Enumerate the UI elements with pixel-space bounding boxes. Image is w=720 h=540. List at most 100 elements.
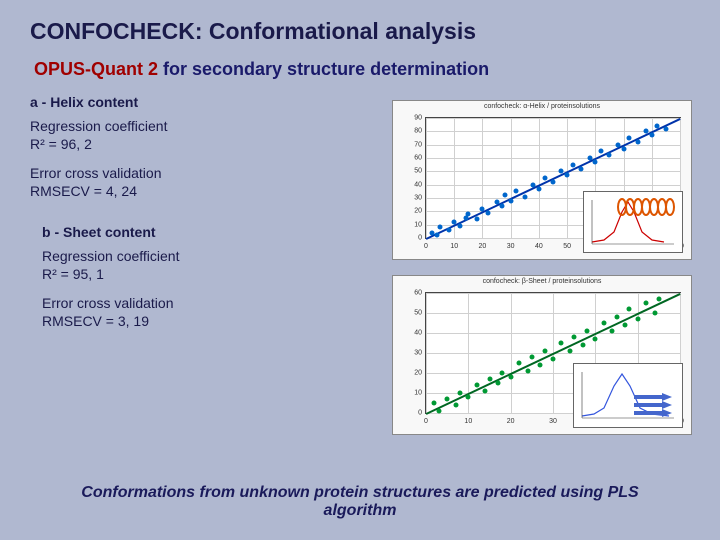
data-point [580, 343, 585, 348]
subtitle: OPUS-Quant 2 for secondary structure det… [34, 59, 690, 80]
xtick: 20 [507, 418, 515, 425]
sheet-regression: Regression coefficient R² = 95, 1 [42, 248, 340, 283]
left-column: a - Helix content Regression coefficient… [30, 94, 340, 330]
data-point [487, 377, 492, 382]
data-point [584, 329, 589, 334]
xtick: 0 [424, 243, 428, 250]
data-point [570, 162, 575, 167]
data-point [644, 129, 649, 134]
ytick: 40 [402, 181, 422, 188]
ytick: 20 [402, 208, 422, 215]
ytick: 10 [402, 221, 422, 228]
ytick: 20 [402, 370, 422, 377]
footer-text: Conformations from unknown protein struc… [0, 484, 720, 520]
data-point [551, 357, 556, 362]
data-point [565, 173, 570, 178]
subtitle-red: OPUS-Quant 2 [34, 59, 158, 79]
data-point [517, 361, 522, 366]
data-point [438, 225, 443, 230]
data-point [446, 228, 451, 233]
data-point [593, 160, 598, 165]
xtick: 30 [507, 243, 515, 250]
ytick: 10 [402, 390, 422, 397]
helix-regression: Regression coefficient R² = 96, 2 [30, 118, 340, 153]
helix-err-line2: RMSECV = 4, 24 [30, 183, 137, 199]
xtick: 0 [424, 418, 428, 425]
ytick: 60 [402, 155, 422, 162]
data-point [483, 389, 488, 394]
data-point [593, 337, 598, 342]
xtick: 30 [549, 418, 557, 425]
data-point [529, 355, 534, 360]
ytick: 30 [402, 195, 422, 202]
data-point [542, 176, 547, 181]
helix-inset [583, 191, 683, 253]
data-point [536, 186, 541, 191]
data-point [610, 329, 615, 334]
sheet-label: b - Sheet content [42, 224, 340, 240]
xtick: 10 [464, 418, 472, 425]
data-point [614, 315, 619, 320]
data-point [503, 193, 508, 198]
data-point [466, 212, 471, 217]
data-point [644, 301, 649, 306]
data-point [538, 363, 543, 368]
sheet-reg-line1: Regression coefficient [42, 248, 179, 264]
data-point [522, 194, 527, 199]
sheet-error: Error cross validation RMSECV = 3, 19 [42, 295, 340, 330]
data-point [531, 182, 536, 187]
data-point [627, 136, 632, 141]
slide: CONFOCHECK: Conformational analysis OPUS… [0, 0, 720, 540]
helix-label: a - Helix content [30, 94, 340, 110]
xtick: 10 [450, 243, 458, 250]
ytick: 50 [402, 168, 422, 175]
data-point [457, 224, 462, 229]
data-point [572, 335, 577, 340]
xtick: 20 [479, 243, 487, 250]
ytick: 0 [402, 235, 422, 242]
helix-reg-line1: Regression coefficient [30, 118, 167, 134]
data-point [579, 166, 584, 171]
data-point [663, 126, 668, 131]
data-point [466, 395, 471, 400]
helix-err-line1: Error cross validation [30, 165, 162, 181]
data-point [445, 397, 450, 402]
data-point [621, 146, 626, 151]
data-point [508, 198, 513, 203]
data-point [601, 321, 606, 326]
data-point [457, 391, 462, 396]
data-point [474, 383, 479, 388]
data-point [655, 124, 660, 129]
data-point [635, 140, 640, 145]
data-point [559, 169, 564, 174]
data-point [500, 371, 505, 376]
data-point [627, 307, 632, 312]
data-point [452, 220, 457, 225]
ytick: 30 [402, 350, 422, 357]
data-point [551, 180, 556, 185]
ytick: 80 [402, 128, 422, 135]
data-point [500, 204, 505, 209]
data-point [598, 149, 603, 154]
data-point [652, 311, 657, 316]
data-point [525, 369, 530, 374]
helix-icon [616, 196, 676, 218]
page-title: CONFOCHECK: Conformational analysis [30, 18, 690, 45]
data-point [559, 341, 564, 346]
data-point [635, 317, 640, 322]
helix-reg-line2: R² = 96, 2 [30, 136, 92, 152]
data-point [649, 133, 654, 138]
data-point [542, 349, 547, 354]
data-point [495, 381, 500, 386]
data-point [429, 230, 434, 235]
ytick: 90 [402, 115, 422, 122]
data-point [432, 401, 437, 406]
data-point [480, 206, 485, 211]
subtitle-rest: for secondary structure determination [158, 59, 489, 79]
data-point [494, 200, 499, 205]
ytick: 40 [402, 330, 422, 337]
data-point [486, 210, 491, 215]
sheet-icon [632, 391, 676, 419]
sheet-err-line1: Error cross validation [42, 295, 174, 311]
data-point [453, 403, 458, 408]
